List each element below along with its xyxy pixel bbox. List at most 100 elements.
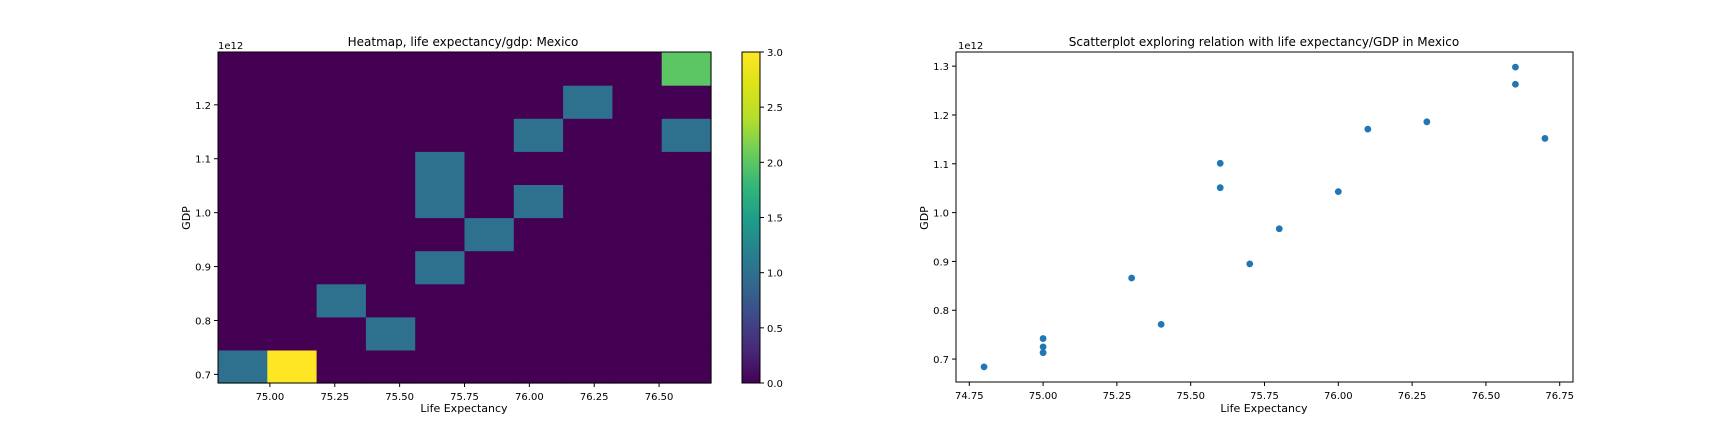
heatmap-cell [218, 217, 268, 252]
heatmap-cell [563, 184, 613, 219]
heatmap-cell [267, 85, 318, 119]
heatmap-cell [661, 52, 712, 86]
heatmap-cell [267, 283, 318, 318]
heatmap-cell [513, 118, 564, 152]
scatter-x-tick-label: 75.25 [1103, 391, 1132, 402]
scatter-point [1246, 260, 1254, 268]
heatmap-y-axis-label: GDP [180, 206, 193, 230]
heatmap-cell [218, 349, 268, 384]
heatmap-cell [612, 283, 663, 318]
heatmap-cell [415, 151, 466, 185]
heatmap-cell [267, 151, 318, 185]
heatmap-cell [612, 184, 663, 219]
heatmap-cell [267, 184, 318, 219]
heatmap-cell [415, 52, 466, 86]
scatter-point [1512, 63, 1519, 71]
colorbar-tick-label: 1.5 [767, 214, 783, 225]
heatmap-cell [464, 85, 515, 119]
heatmap-cell [316, 118, 367, 152]
heatmap-cell [661, 283, 712, 318]
heatmap-y-tick-label: 0.7 [195, 370, 211, 381]
heatmap-cell [316, 250, 367, 285]
heatmap-x-tick-label: 76.50 [645, 392, 674, 403]
heatmap-cell [661, 250, 712, 285]
heatmap-cell [218, 283, 268, 318]
scatter-y-tick-label: 0.8 [933, 306, 949, 317]
scatter-point [1039, 349, 1047, 357]
scatter-y-offset-label: 1e12 [958, 41, 983, 52]
heatmap-cell [316, 316, 367, 351]
heatmap-cell [661, 85, 712, 119]
heatmap-cell [365, 349, 416, 384]
heatmap-cell [464, 349, 515, 384]
heatmap-cell [415, 217, 466, 252]
heatmap-cell [415, 349, 466, 384]
heatmap-cell [661, 184, 712, 219]
heatmap-cell [661, 118, 712, 152]
heatmap-cell [563, 217, 613, 252]
heatmap-cell [464, 316, 515, 351]
scatter-panel: Scatterplot exploring relation with life… [918, 35, 1574, 415]
heatmap-y-tick-label: 0.9 [195, 263, 211, 274]
scatter-x-tick-label: 75.50 [1176, 391, 1205, 402]
scatter-x-tick-label: 75.75 [1250, 391, 1279, 402]
heatmap-cell [563, 349, 613, 384]
heatmap-cell [661, 349, 712, 384]
heatmap-x-tick-label: 75.00 [256, 392, 285, 403]
heatmap-cell [267, 217, 318, 252]
heatmap-cell [365, 118, 416, 152]
heatmap-cell [365, 85, 416, 119]
colorbar-tick-label: 2.0 [767, 158, 783, 169]
heatmap-y-tick-label: 1.2 [195, 101, 211, 112]
heatmap-cell [612, 250, 663, 285]
scatter-x-tick-label: 76.25 [1398, 391, 1427, 402]
heatmap-x-tick-label: 76.25 [580, 392, 609, 403]
heatmap-x-tick-label: 76.00 [515, 392, 544, 403]
heatmap-cell [612, 151, 663, 185]
heatmap-y-ticks: 0.7 0.8 0.9 1.0 1.1 1.2 [195, 101, 218, 381]
heatmap-cell [267, 250, 318, 285]
scatter-point [1334, 188, 1342, 196]
heatmap-x-tick-label: 75.25 [320, 392, 349, 403]
heatmap-cell [464, 184, 515, 219]
heatmap-cell [612, 217, 663, 252]
scatter-plot-frame [955, 51, 1574, 383]
heatmap-cell [365, 151, 416, 185]
scatter-point [1128, 274, 1136, 282]
heatmap-cell [218, 85, 268, 119]
heatmap-cell [464, 151, 515, 185]
scatter-x-axis-label: Life Expectancy [1220, 402, 1308, 415]
scatter-title: Scatterplot exploring relation with life… [1069, 35, 1459, 49]
heatmap-cell [365, 250, 416, 285]
heatmap-cell [316, 349, 367, 384]
heatmap-cell [415, 316, 466, 351]
heatmap-panel: Heatmap, life expectancy/gdp: Mexico 75.… [180, 35, 783, 415]
heatmap-colorbar [741, 51, 761, 384]
heatmap-cell [464, 118, 515, 152]
heatmap-cell [365, 283, 416, 318]
scatter-point [1423, 118, 1431, 126]
heatmap-cell [612, 316, 663, 351]
colorbar-tick-label: 3.0 [767, 48, 783, 59]
colorbar-tick-label: 2.5 [767, 103, 783, 114]
heatmap-cell [612, 85, 663, 119]
heatmap-cell [513, 52, 564, 86]
scatter-point [1275, 225, 1283, 233]
heatmap-cell [513, 250, 564, 285]
heatmap-cell [464, 52, 515, 86]
heatmap-cell [267, 316, 318, 351]
heatmap-cell [464, 217, 515, 252]
heatmap-cell [365, 217, 416, 252]
scatter-y-ticks: 0.7 0.8 0.9 1.0 1.1 1.2 1.3 [933, 62, 956, 366]
heatmap-cell [316, 283, 367, 318]
heatmap-cell [316, 52, 367, 86]
heatmap-cell [563, 85, 613, 119]
heatmap-cell [513, 316, 564, 351]
scatter-x-tick-label: 76.00 [1324, 391, 1353, 402]
heatmap-cell [563, 151, 613, 185]
scatter-point [1157, 321, 1165, 328]
heatmap-y-offset-label: 1e12 [218, 41, 243, 52]
scatter-y-tick-label: 0.9 [933, 257, 949, 268]
heatmap-cell [563, 52, 613, 86]
heatmap-cell [661, 217, 712, 252]
